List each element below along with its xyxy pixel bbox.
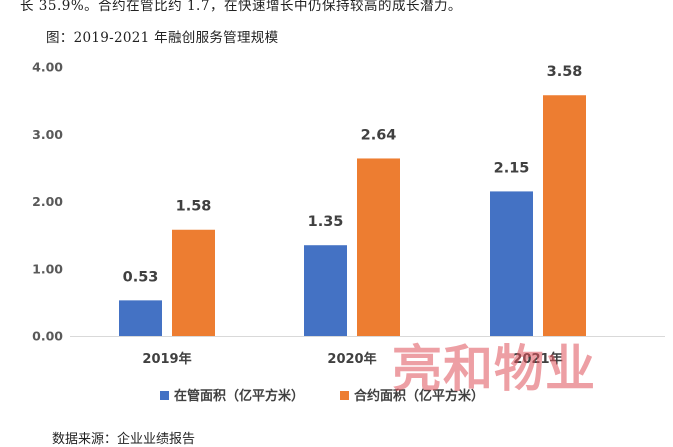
data-label: 3.58	[547, 64, 583, 80]
bar-group	[119, 95, 586, 337]
legend-swatch	[340, 391, 349, 400]
legend-label: 在管面积（亿平方米）	[174, 388, 304, 404]
legend-label: 合约面积（亿平方米）	[354, 388, 484, 404]
y-axis-ticks: 0.00 1.00 2.00 3.00 4.00	[32, 60, 63, 344]
y-tick-label: 3.00	[32, 127, 63, 142]
document-top-text: 长 35.9%。合约在管比约 1.7，在快速增长中仍保持较高的成长潜力。	[20, 0, 462, 14]
y-tick-label: 4.00	[32, 60, 63, 75]
data-label: 0.53	[123, 269, 159, 285]
bar-contracted-1	[357, 158, 400, 336]
bar-contracted-0	[172, 229, 215, 336]
chart-legend: 在管面积（亿平方米） 合约面积（亿平方米）	[160, 388, 484, 404]
data-label: 2.64	[361, 127, 397, 143]
y-tick-label: 1.00	[32, 261, 63, 276]
bar-contracted-2	[543, 95, 586, 337]
data-label-group: 0.53 1.35 2.15 1.58 2.64 3.58	[123, 64, 583, 285]
x-category-label: 2020年	[327, 351, 376, 367]
figure-caption: 图：2019-2021 年融创服务管理规模	[46, 30, 279, 46]
data-label: 2.15	[494, 160, 530, 176]
watermark-text: 亮和物业	[392, 340, 596, 398]
y-tick-label: 0.00	[32, 329, 63, 344]
bar-managed-0	[119, 300, 162, 336]
data-label: 1.58	[176, 199, 212, 215]
bar-managed-1	[304, 245, 347, 336]
x-category-label: 2019年	[142, 351, 191, 367]
y-tick-label: 2.00	[32, 194, 63, 209]
bar-managed-2	[490, 191, 533, 336]
x-category-label: 2021年	[513, 351, 562, 367]
bar-chart: 0.00 1.00 2.00 3.00 4.00 0.53 1.35 2.15 1.58 2.6…	[32, 60, 665, 404]
data-label: 1.35	[308, 214, 344, 230]
category-label-group: 2019年 2020年 2021年	[142, 351, 562, 367]
legend-swatch	[160, 391, 169, 400]
